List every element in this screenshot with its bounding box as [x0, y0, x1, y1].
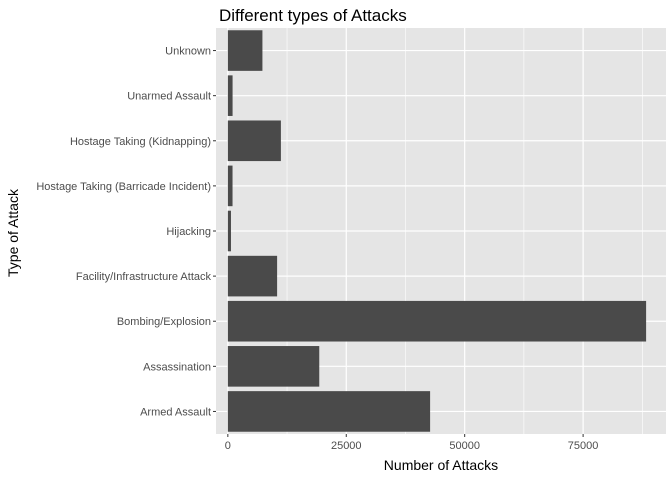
x-tick-label: 0: [225, 440, 231, 452]
x-axis-ticks: 0 25000 50000 75000: [225, 434, 599, 452]
y-tick-label: Facility/Infrastructure Attack: [76, 271, 212, 283]
x-tick-label: 50000: [449, 440, 480, 452]
bar: [227, 120, 281, 162]
y-tick-label: Armed Assault: [140, 406, 211, 418]
x-tick-label: 75000: [568, 440, 599, 452]
bar: [227, 165, 233, 207]
bar: [227, 346, 320, 387]
y-tick-label: Assassination: [143, 361, 211, 373]
bar: [227, 255, 278, 297]
y-tick-label: Unarmed Assault: [127, 91, 211, 103]
y-axis-ticks: Armed Assault Assassination Bombing/Explos…: [36, 46, 216, 418]
bar: [227, 391, 431, 432]
bar: [227, 30, 263, 71]
y-tick-label: Hostage Taking (Barricade Incident): [36, 181, 211, 193]
x-axis-title: Number of Attacks: [384, 457, 498, 473]
y-axis-title: Type of Attack: [5, 188, 21, 277]
bar: [227, 210, 231, 252]
bar: [227, 75, 233, 116]
y-tick-label: Unknown: [165, 46, 211, 58]
x-tick-label: 25000: [331, 440, 362, 452]
y-tick-label: Bombing/Explosion: [117, 316, 211, 328]
chart-title: Different types of Attacks: [219, 6, 407, 25]
y-tick-label: Hijacking: [166, 226, 211, 238]
bars: [227, 30, 647, 432]
y-tick-label: Hostage Taking (Kidnapping): [70, 136, 211, 148]
bar: [227, 300, 647, 342]
